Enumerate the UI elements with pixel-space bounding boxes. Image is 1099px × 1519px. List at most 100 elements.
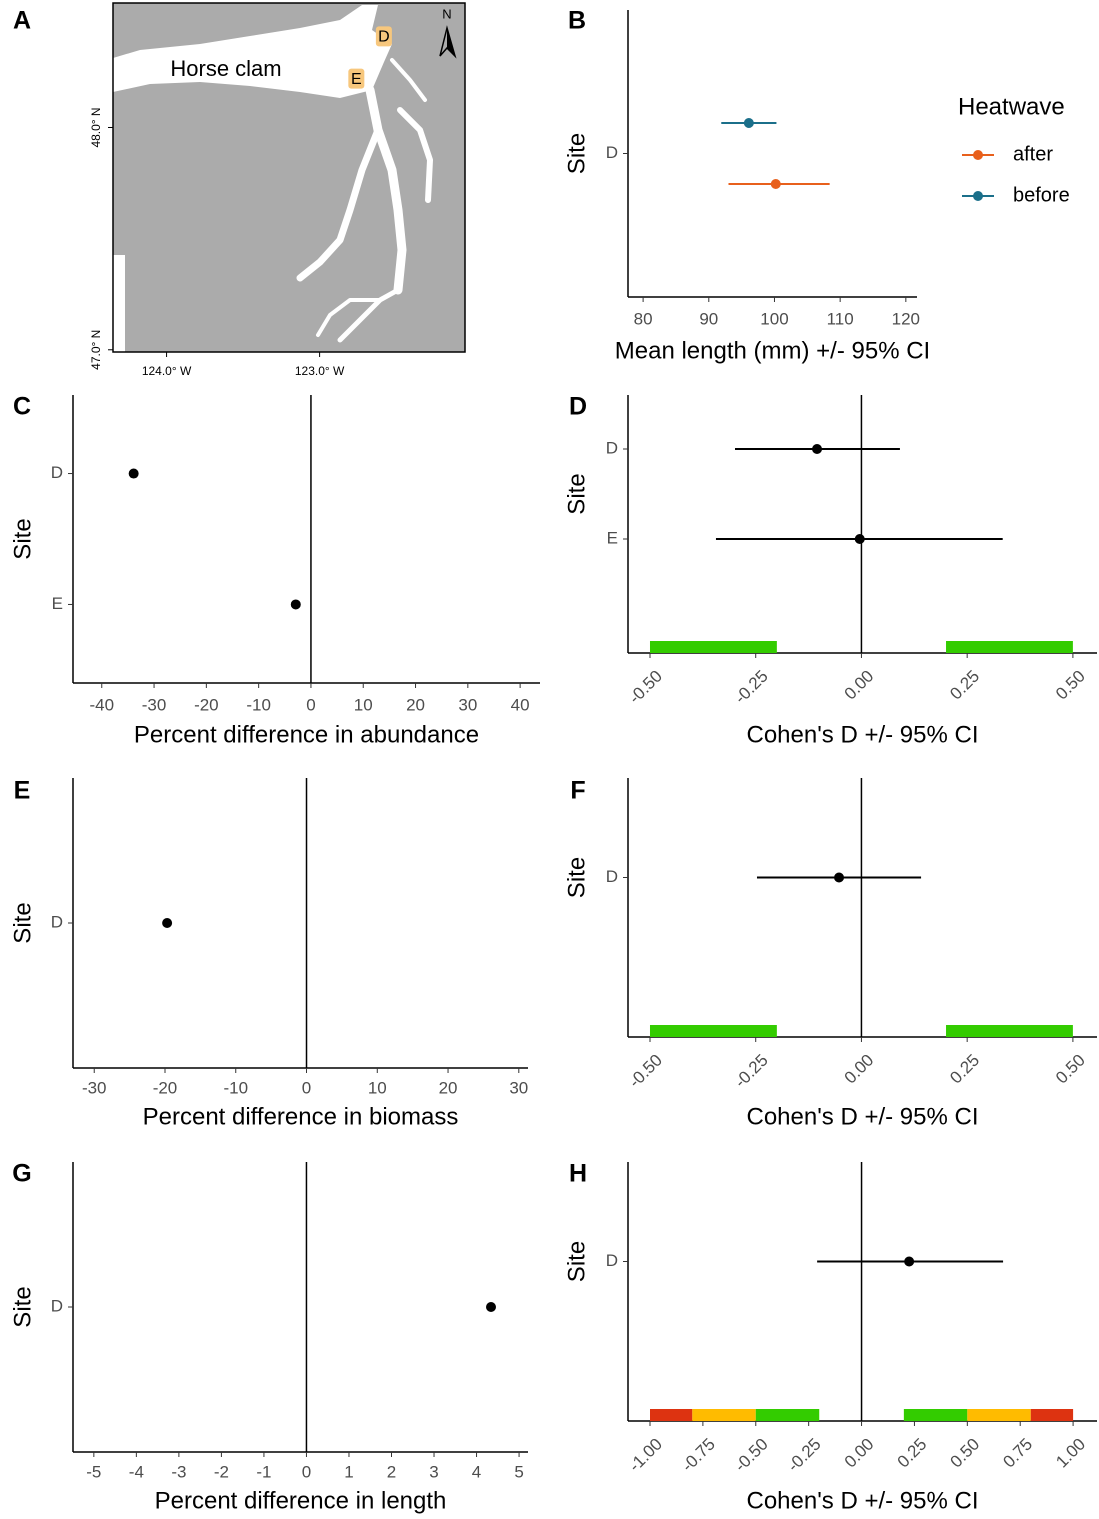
- legend-key: [973, 150, 983, 160]
- point: [834, 872, 845, 883]
- point: [770, 179, 781, 189]
- x-tick-label: 0.00: [841, 667, 878, 704]
- y-axis-title: Site: [9, 1286, 36, 1327]
- x-tick-label: -30: [82, 1078, 107, 1097]
- x-tick-label: 110: [827, 309, 854, 328]
- x-tick-label: 30: [458, 695, 477, 714]
- x-axis-title: Percent difference in abundance: [134, 721, 479, 748]
- x-axis-title: Mean length (mm) +/- 95% CI: [615, 337, 930, 364]
- north-label: N: [442, 6, 451, 21]
- x-tick-label: -0.50: [731, 1435, 772, 1476]
- point: [486, 1302, 497, 1312]
- x-tick-label: 1.00: [1052, 1435, 1089, 1472]
- effect-band: [946, 1025, 1073, 1037]
- y-axis-title: Site: [563, 857, 590, 898]
- map-ocean: [113, 255, 125, 352]
- point: [743, 118, 754, 128]
- x-tick-label: 0.25: [946, 1051, 983, 1088]
- y-tick-label: 48.0° N: [89, 107, 103, 147]
- x-tick-label: 0: [302, 1462, 311, 1481]
- x-tick-label: -0.50: [625, 667, 666, 708]
- x-tick-label: -1.00: [625, 1435, 666, 1476]
- x-tick-label: 0: [302, 1078, 311, 1097]
- legend-title: Heatwave: [958, 93, 1065, 120]
- map-sound: [296, 58, 433, 343]
- x-tick-label: 100: [760, 309, 788, 328]
- y-axis-title: Site: [563, 473, 590, 514]
- x-tick-label: 20: [406, 695, 425, 714]
- map-channel: [337, 287, 401, 343]
- x-tick-label: 5: [514, 1462, 523, 1481]
- x-tick-label: 0.50: [1052, 667, 1089, 704]
- panel-letter: D: [569, 393, 587, 421]
- x-tick-label: 2: [387, 1462, 396, 1481]
- effect-band: [650, 1409, 693, 1421]
- legend-key: [973, 191, 983, 201]
- x-tick-label: 30: [509, 1078, 528, 1097]
- point: [162, 918, 173, 928]
- panel-letter: F: [570, 777, 585, 805]
- x-axis-title: Percent difference in length: [155, 1487, 447, 1514]
- x-tick-label: 120: [892, 309, 920, 328]
- x-tick-label: -10: [246, 695, 271, 714]
- x-tick-label: -20: [153, 1078, 178, 1097]
- x-tick-label: -0.50: [625, 1051, 666, 1092]
- map-channel: [390, 58, 427, 102]
- x-tick-label: -20: [194, 695, 219, 714]
- legend-label: before: [1013, 184, 1070, 206]
- x-tick-label: 90: [699, 309, 718, 328]
- effect-band: [967, 1409, 1031, 1421]
- x-tick-label: -40: [89, 695, 114, 714]
- map-channel: [316, 298, 382, 337]
- effect-band: [946, 641, 1073, 653]
- y-tick-label: D: [606, 438, 618, 457]
- x-tick-label: -3: [171, 1462, 186, 1481]
- x-axis-title: Cohen's D +/- 95% CI: [746, 1487, 978, 1514]
- x-tick-label: 40: [511, 695, 530, 714]
- y-tick-label: D: [51, 912, 63, 931]
- y-tick-label: 47.0° N: [89, 330, 103, 370]
- map-channel: [397, 107, 433, 203]
- map-channel: [296, 126, 382, 282]
- x-tick-label: 0.00: [841, 1435, 878, 1472]
- x-tick-label: 0.00: [841, 1051, 878, 1088]
- effect-band: [755, 1409, 820, 1421]
- map-frame: [112, 2, 466, 353]
- x-tick-label: -30: [142, 695, 167, 714]
- y-tick-label: E: [607, 528, 618, 547]
- panel-letter: G: [12, 1160, 31, 1188]
- panel-letter: B: [568, 7, 586, 35]
- effect-band: [1030, 1409, 1074, 1421]
- map-strait: [113, 5, 392, 98]
- site-marker: [348, 68, 365, 89]
- x-tick-label: 0: [306, 695, 315, 714]
- effect-band: [649, 1025, 777, 1037]
- effect-band: [649, 641, 777, 653]
- panel-letter: C: [13, 393, 31, 421]
- north-arrow-fill: [447, 28, 455, 56]
- point: [904, 1256, 915, 1267]
- x-tick-label: 0.50: [946, 1435, 983, 1472]
- x-tick-label: 0.25: [946, 667, 983, 704]
- x-tick-label: 123.0° W: [295, 364, 345, 378]
- x-tick-label: -1: [256, 1462, 271, 1481]
- legend-label: after: [1013, 143, 1053, 165]
- x-tick-label: -0.25: [731, 1051, 772, 1092]
- x-axis-title: Percent difference in biomass: [143, 1103, 459, 1130]
- panel-letter: H: [569, 1160, 587, 1188]
- x-tick-label: 1: [344, 1462, 353, 1481]
- x-tick-label: 80: [634, 309, 653, 328]
- y-tick-label: D: [606, 143, 618, 162]
- x-tick-label: -4: [129, 1462, 144, 1481]
- x-axis-title: Cohen's D +/- 95% CI: [746, 1103, 978, 1130]
- y-axis-title: Site: [563, 1241, 590, 1282]
- map-channel: [365, 85, 407, 295]
- x-tick-label: -5: [86, 1462, 101, 1481]
- y-tick-label: D: [51, 463, 63, 482]
- x-tick-label: -0.25: [784, 1435, 825, 1476]
- effect-band: [903, 1409, 968, 1421]
- panel-letter: A: [13, 7, 31, 35]
- point: [812, 444, 823, 454]
